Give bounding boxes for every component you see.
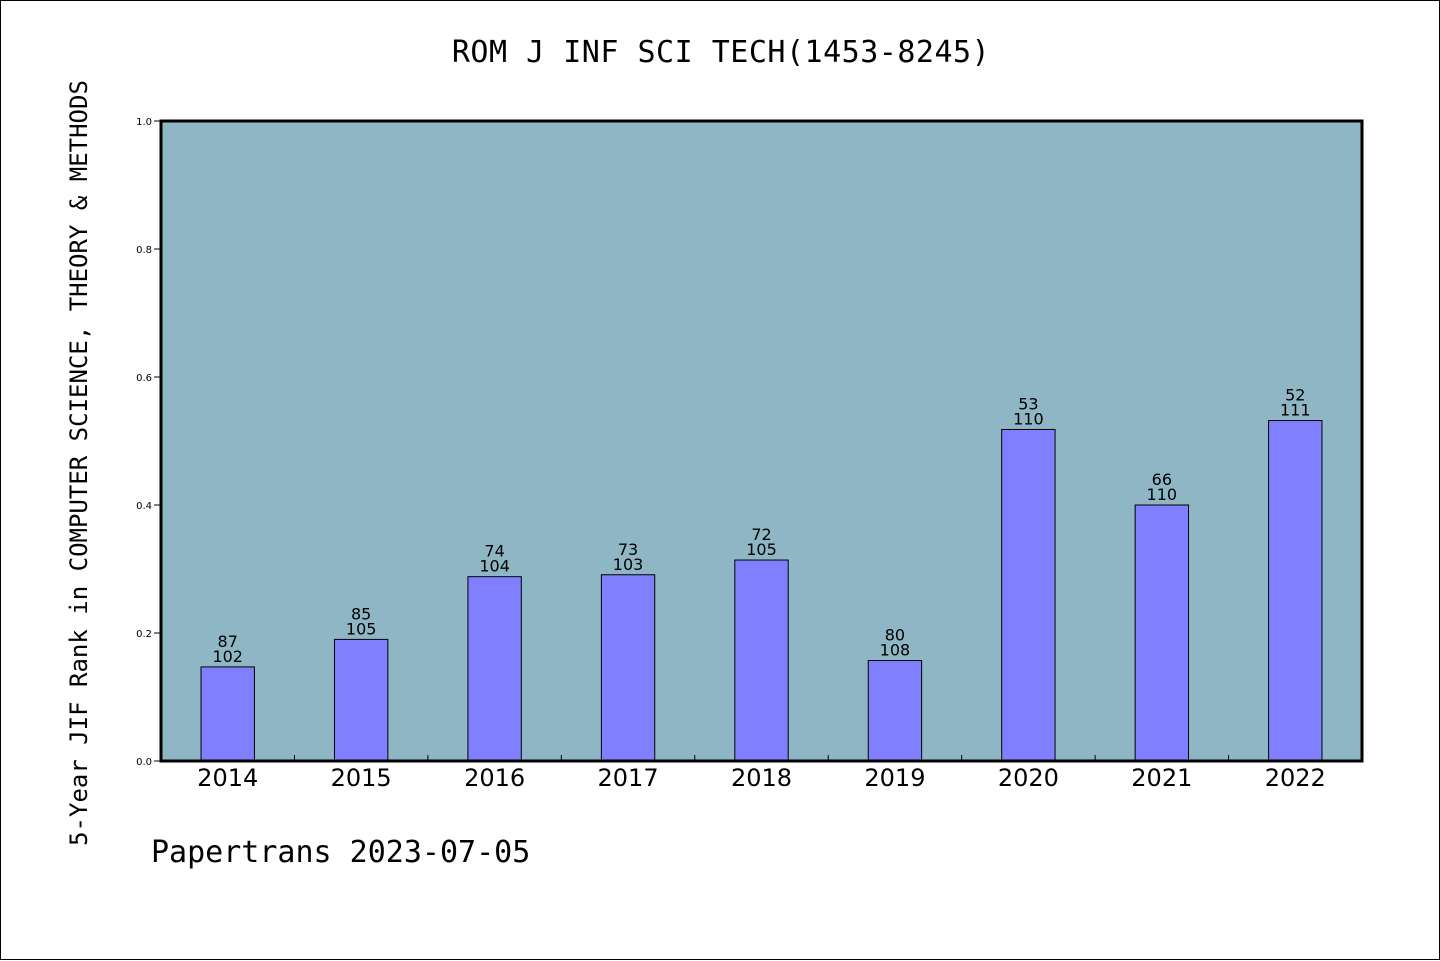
total-label: 110 — [1147, 485, 1178, 504]
chart-title: ROM J INF SCI TECH(1453-8245) — [451, 35, 991, 70]
plot-border — [159, 119, 1364, 763]
rank-label: 72 — [751, 525, 771, 544]
x-tick-label: 2017 — [598, 764, 659, 792]
rank-label: 87 — [218, 632, 238, 651]
bar — [1001, 428, 1056, 762]
total-label: 102 — [212, 647, 243, 666]
bar — [333, 638, 389, 762]
y-axis-ticks: 0.0 0.2 0.4 0.6 0.8 1.0 — [136, 117, 161, 768]
total-label: 111 — [1280, 401, 1311, 420]
y-tick-label: 0.6 — [136, 373, 152, 384]
rank-label: 53 — [1018, 394, 1038, 413]
bar — [467, 576, 522, 762]
footer-credit: Papertrans 2023-07-05 — [151, 835, 531, 870]
rank-label: 52 — [1285, 386, 1305, 405]
x-axis-ticks: 2014 2015 2016 2017 2018 2019 2020 2021 2022 — [197, 755, 1326, 792]
total-label: 103 — [613, 555, 644, 574]
total-label: 105 — [346, 619, 377, 638]
x-tick-label: 2020 — [998, 764, 1059, 792]
x-tick-label: 2021 — [1131, 764, 1192, 792]
y-tick-label: 0.4 — [136, 501, 152, 512]
total-label: 104 — [479, 557, 510, 576]
x-tick-label: 2015 — [331, 764, 392, 792]
rank-label: 85 — [351, 604, 371, 623]
rank-label: 73 — [618, 540, 638, 559]
bar-group — [200, 420, 1323, 762]
y-tick-label: 0.0 — [136, 757, 152, 768]
x-tick-label: 2016 — [464, 764, 525, 792]
data-labels: 8710285105741047310372105801085311066110… — [212, 386, 1310, 666]
x-tick-label: 2019 — [864, 764, 925, 792]
total-label: 108 — [880, 641, 911, 660]
rank-label: 66 — [1152, 470, 1172, 489]
bar — [1268, 420, 1323, 762]
y-tick-label: 0.2 — [136, 629, 152, 640]
total-label: 110 — [1013, 409, 1044, 428]
total-label: 105 — [746, 540, 777, 559]
bar — [1134, 504, 1190, 762]
y-tick-label: 1.0 — [136, 117, 152, 128]
x-tick-label: 2014 — [197, 764, 258, 792]
rank-label: 80 — [885, 626, 905, 645]
y-tick-label: 0.8 — [136, 245, 152, 256]
bar — [867, 660, 923, 762]
x-tick-label: 2022 — [1265, 764, 1326, 792]
x-tick-label: 2018 — [731, 764, 792, 792]
bar — [734, 559, 789, 762]
rank-label: 74 — [484, 542, 504, 561]
bar — [600, 574, 656, 762]
bar — [200, 666, 255, 762]
